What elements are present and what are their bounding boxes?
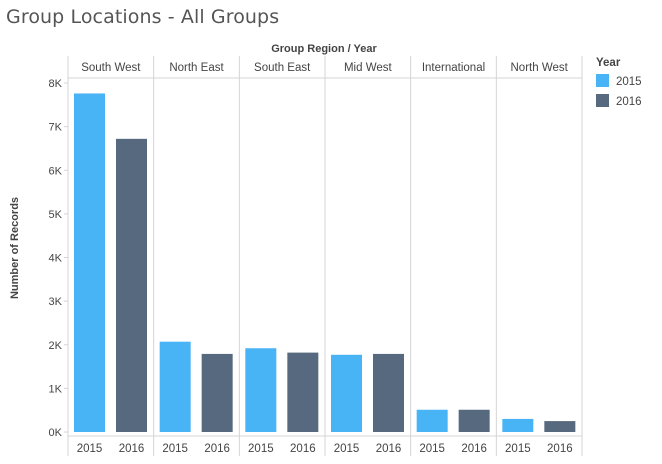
x-tick-label: 2016: [461, 443, 487, 455]
y-axis-label: Number of Records: [9, 197, 21, 299]
y-tick-label: 5K: [49, 209, 63, 221]
x-tick-label: 2016: [376, 443, 402, 455]
bar-2016[interactable]: [373, 353, 404, 432]
chart-title: Group Locations - All Groups: [6, 6, 280, 28]
y-tick-label: 6K: [49, 165, 63, 177]
bar-2015[interactable]: [74, 93, 105, 432]
group-header-label: South East: [254, 62, 311, 74]
y-tick-label: 0K: [49, 427, 63, 439]
x-tick-label: 2016: [119, 443, 145, 455]
bar-2016[interactable]: [458, 409, 490, 432]
group-header-label: South West: [81, 62, 141, 74]
x-tick-label: 2015: [248, 443, 274, 455]
x-tick-label: 2015: [419, 443, 445, 455]
bar-2015[interactable]: [159, 341, 191, 432]
x-tick-label: 2016: [204, 443, 230, 455]
x-tick-label: 2015: [505, 443, 531, 455]
y-tick-label: 8K: [49, 78, 63, 90]
legend-swatch[interactable]: [596, 74, 609, 87]
group-header-label: North West: [511, 62, 569, 74]
y-tick-label: 1K: [49, 383, 63, 395]
bar-2016[interactable]: [287, 352, 319, 432]
x-tick-label: 2015: [162, 443, 188, 455]
y-tick-label: 2K: [49, 340, 63, 352]
x-tick-label: 2016: [290, 443, 316, 455]
y-tick-label: 7K: [49, 122, 63, 134]
bar-2015[interactable]: [331, 354, 362, 432]
bar-2015[interactable]: [502, 418, 534, 432]
bar-2015[interactable]: [245, 348, 277, 432]
legend-title: Year: [596, 57, 621, 69]
x-tick-label: 2016: [547, 443, 573, 455]
plot-area: 0K 1K 2K 3K 4K 5K 6K 7K 8K South West 2015 2016 Nort…: [49, 56, 583, 456]
group-header-label: Mid West: [344, 62, 393, 74]
bar-2016[interactable]: [544, 421, 576, 432]
bar-2016[interactable]: [116, 138, 147, 432]
y-tick-label: 3K: [49, 296, 63, 308]
x-tick-label: 2015: [334, 443, 360, 455]
group-header-label: North East: [169, 62, 224, 74]
y-tick-label: 4K: [49, 253, 63, 265]
x-tick-label: 2015: [77, 443, 103, 455]
bar-2016[interactable]: [201, 353, 233, 432]
bar-2015[interactable]: [416, 409, 448, 432]
legend: Year 2015 2016: [596, 57, 642, 108]
legend-label: 2016: [616, 96, 642, 108]
legend-label: 2015: [616, 76, 642, 88]
legend-swatch[interactable]: [596, 94, 609, 107]
group-header-label: International: [422, 62, 485, 74]
column-header: Group Region / Year: [271, 43, 377, 55]
